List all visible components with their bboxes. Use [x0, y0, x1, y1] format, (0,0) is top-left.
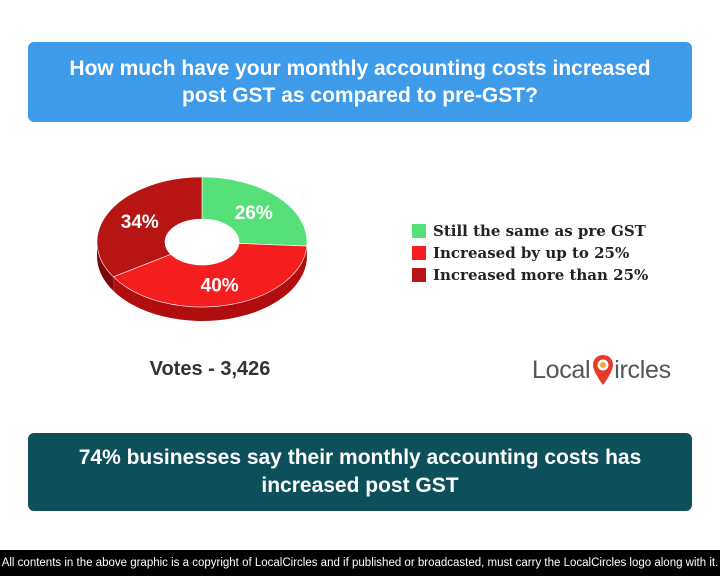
question-banner: How much have your monthly accounting co…: [28, 42, 692, 122]
logo-text-local: Local: [532, 355, 591, 384]
legend-item: Increased by up to 25%: [412, 242, 648, 264]
pie-slice-label: 26%: [235, 203, 273, 224]
legend-swatch: [412, 224, 426, 238]
legend-item: Still the same as pre GST: [412, 220, 648, 242]
votes-count: Votes - 3,426: [149, 358, 271, 380]
legend-swatch: [412, 268, 426, 282]
conclusion-banner: 74% businesses say their monthly account…: [28, 433, 692, 511]
logo-text-ircles: ircles: [614, 355, 671, 384]
pie-slice-side: [97, 242, 114, 291]
legend-label: Still the same as pre GST: [433, 222, 646, 240]
chart-legend: Still the same as pre GST Increased by u…: [412, 220, 648, 286]
pie-slice-label: 34%: [121, 212, 159, 233]
legend-label: Increased by up to 25%: [433, 244, 630, 262]
localcircles-logo: Local ircles: [532, 350, 692, 390]
copyright-footer: All contents in the above graphic is a c…: [0, 550, 720, 576]
map-pin-icon: [593, 355, 614, 385]
conclusion-text: 74% businesses say their monthly account…: [78, 446, 642, 497]
legend-label: Increased more than 25%: [433, 266, 649, 284]
copyright-text: All contents in the above graphic is a c…: [1, 557, 719, 569]
question-text: How much have your monthly accounting co…: [69, 57, 651, 107]
donut-chart: 26% 40% 34%: [96, 176, 308, 321]
pie-slice-label: 40%: [201, 276, 239, 297]
legend-item: Increased more than 25%: [412, 264, 648, 286]
donut-hole: [165, 219, 239, 265]
legend-swatch: [412, 246, 426, 260]
